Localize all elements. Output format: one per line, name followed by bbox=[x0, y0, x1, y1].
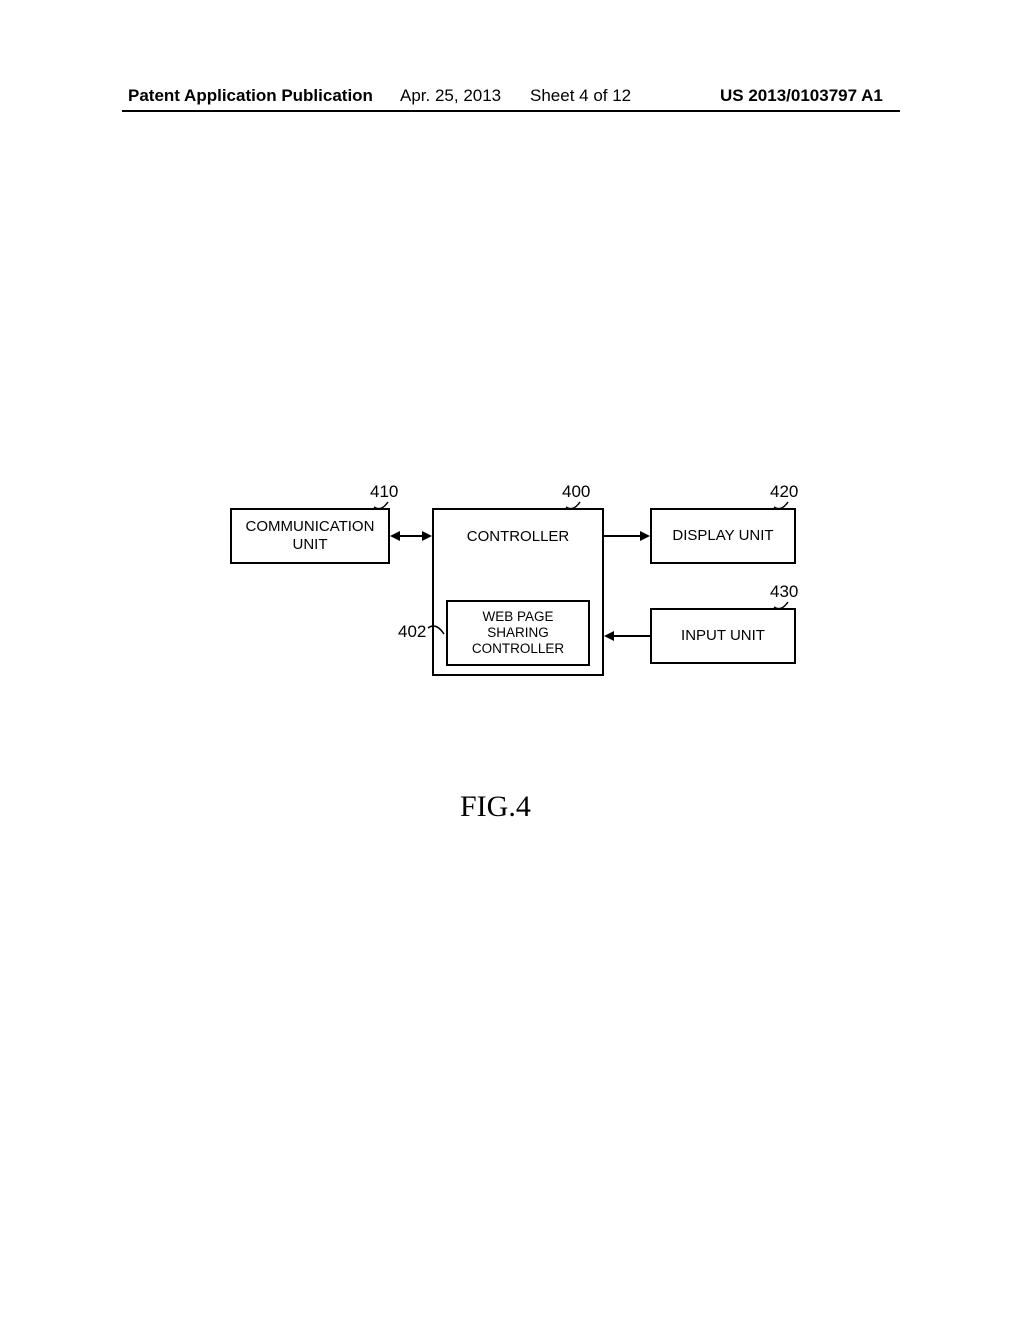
ref-curve-430 bbox=[774, 598, 794, 612]
box-input-unit: INPUT UNIT bbox=[650, 608, 796, 664]
header-title: Patent Application Publication bbox=[128, 86, 373, 106]
box-webpage-label: WEB PAGESHARINGCONTROLLER bbox=[472, 609, 564, 658]
box-display-unit-label: DISPLAY UNIT bbox=[672, 527, 773, 545]
arrow-comm-controller bbox=[390, 528, 432, 544]
ref-402: 402 bbox=[398, 622, 426, 642]
ref-curve-420 bbox=[774, 498, 794, 512]
box-communication-unit: COMMUNICATIONUNIT bbox=[230, 508, 390, 564]
box-communication-unit-label: COMMUNICATIONUNIT bbox=[246, 518, 375, 554]
ref-curve-400 bbox=[566, 498, 586, 512]
header-sheet: Sheet 4 of 12 bbox=[530, 86, 631, 106]
figure-caption: FIG.4 bbox=[460, 790, 531, 824]
box-webpage-sharing-controller: WEB PAGESHARINGCONTROLLER bbox=[446, 600, 590, 666]
ref-curve-410 bbox=[374, 498, 394, 512]
header-divider bbox=[122, 110, 900, 112]
box-display-unit: DISPLAY UNIT bbox=[650, 508, 796, 564]
header-date: Apr. 25, 2013 bbox=[400, 86, 501, 106]
arrow-controller-display bbox=[604, 528, 650, 544]
header-pubno: US 2013/0103797 A1 bbox=[720, 86, 883, 106]
arrow-input-controller bbox=[604, 628, 650, 644]
box-input-unit-label: INPUT UNIT bbox=[681, 627, 765, 645]
box-controller-label: CONTROLLER bbox=[467, 528, 570, 546]
ref-curve-402 bbox=[428, 624, 448, 640]
